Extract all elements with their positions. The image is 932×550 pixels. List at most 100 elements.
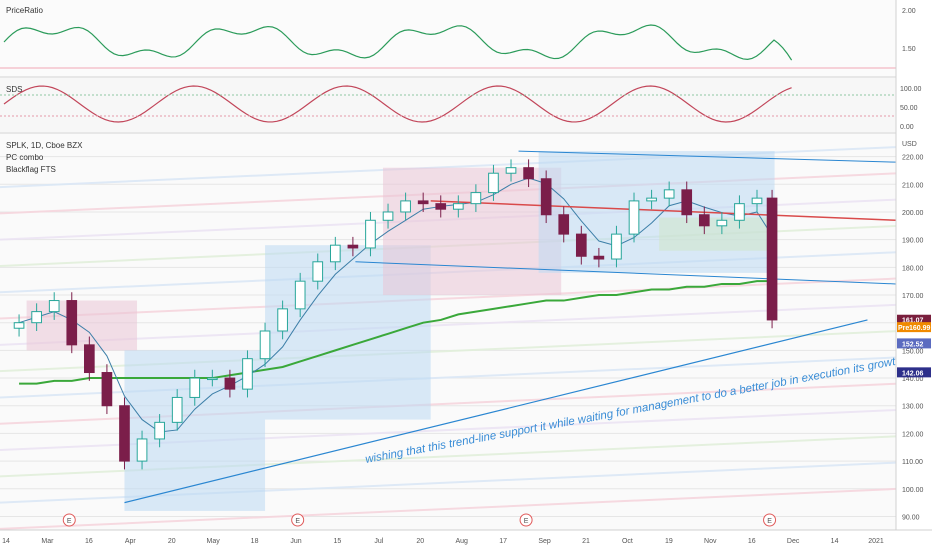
channel-top-line bbox=[518, 150, 897, 163]
price-tag bbox=[897, 314, 931, 325]
price-tick-label: 90.00 bbox=[902, 514, 920, 521]
sds-title: SDS bbox=[6, 85, 22, 94]
price-tick-label: 180.00 bbox=[902, 265, 924, 272]
candle-body bbox=[558, 214, 570, 235]
ma-long-line bbox=[19, 280, 773, 385]
candle-body bbox=[119, 405, 130, 462]
time-axis[interactable]: 14 Mar 16 Apr 20 May 18 Jun 15 Jul 20 Aug 17 Sep 21 Oct… bbox=[2, 538, 884, 545]
candle-body bbox=[505, 167, 517, 174]
candle-body bbox=[329, 244, 341, 263]
price-tick-label: 130.00 bbox=[902, 404, 924, 411]
price-ratio-pane: PriceRatio bbox=[0, 0, 896, 76]
channel-line bbox=[0, 303, 897, 346]
candle-body bbox=[766, 197, 778, 321]
time-tick-label: 16 bbox=[748, 538, 756, 545]
candle-body bbox=[417, 200, 429, 205]
time-tick-label: Oct bbox=[622, 538, 633, 545]
price-tick-label: 100.00 bbox=[902, 487, 924, 494]
time-tick-label: 14 bbox=[831, 538, 839, 545]
candle-body bbox=[13, 322, 25, 329]
channel-bottom-line bbox=[355, 261, 897, 285]
earnings-marker bbox=[519, 513, 533, 527]
price-tick-label: USD bbox=[902, 141, 917, 148]
candle-body bbox=[575, 233, 587, 257]
sds-tick-label: 100.00 bbox=[900, 86, 922, 93]
price-ratio-title: PriceRatio bbox=[6, 6, 43, 15]
candle-body bbox=[66, 300, 78, 346]
indicator-clouds bbox=[26, 151, 775, 511]
candle-body bbox=[312, 261, 324, 282]
candle-body bbox=[593, 255, 605, 260]
symbol-line: SPLK, 1D, Cboe BZX bbox=[6, 141, 83, 150]
candle-body bbox=[171, 396, 183, 423]
candle-body bbox=[277, 308, 288, 332]
candle-body bbox=[663, 189, 675, 199]
sds-series bbox=[0, 85, 896, 123]
sds-pane: SDS bbox=[0, 78, 896, 132]
candle-body bbox=[154, 421, 165, 440]
sds-tick-label: 0.00 bbox=[900, 124, 914, 131]
price-tick-label: 120.00 bbox=[902, 431, 924, 438]
candle-body bbox=[716, 219, 728, 227]
indicator-pc-combo: PC combo bbox=[6, 153, 44, 162]
time-tick-label: Jul bbox=[374, 538, 383, 545]
price-ratio-series bbox=[0, 24, 896, 69]
candle-body bbox=[611, 233, 622, 260]
earnings-marker bbox=[763, 513, 777, 527]
candle-body bbox=[31, 311, 42, 324]
price-tick-label: 200.00 bbox=[902, 210, 924, 217]
time-tick-label: Jun bbox=[290, 538, 301, 545]
price-tag-label: 161.07 bbox=[902, 318, 924, 325]
price-tick-label: 110.00 bbox=[902, 459, 923, 466]
candle-body bbox=[470, 192, 482, 205]
price-tag-label: 142.06 bbox=[902, 370, 924, 377]
time-tick-label: 16 bbox=[85, 538, 93, 545]
channel-line bbox=[0, 487, 897, 530]
ratio-tick-label: 2.00 bbox=[902, 8, 916, 15]
earnings-marker bbox=[291, 513, 305, 527]
price-tag-prefix: Pre bbox=[898, 325, 909, 332]
candle-body bbox=[540, 178, 552, 216]
time-tick-label: 15 bbox=[334, 538, 342, 545]
price-tag bbox=[897, 367, 931, 378]
earnings-marker-label: E bbox=[295, 518, 300, 525]
time-tick-label: 19 bbox=[665, 538, 673, 545]
cloud-region bbox=[26, 300, 138, 351]
candle-body bbox=[382, 211, 394, 221]
candle-body bbox=[84, 344, 95, 374]
price-axis[interactable]: 2.00 1.50 100.00 50.00 0.00 USD 220.00 210.00 20… bbox=[900, 8, 924, 521]
candle-body bbox=[294, 280, 306, 310]
candle-body bbox=[698, 214, 710, 227]
price-tag bbox=[897, 322, 931, 333]
red-level-line bbox=[430, 200, 897, 222]
candle-body bbox=[488, 172, 499, 194]
indicator-blackflag-fts: Blackflag FTS bbox=[6, 165, 56, 174]
time-tick-label: Dec bbox=[787, 538, 800, 545]
earnings-marker bbox=[62, 513, 76, 527]
candle-body bbox=[207, 377, 218, 381]
price-tick-label: 140.00 bbox=[902, 376, 924, 383]
candle-body bbox=[751, 197, 763, 205]
channel-line bbox=[0, 277, 897, 320]
price-tick-label: 150.00 bbox=[902, 348, 924, 355]
time-tick-label: 18 bbox=[251, 538, 259, 545]
legend: SPLK, 1D, Cboe BZX PC combo Blackflag FT… bbox=[6, 141, 83, 174]
candle-body bbox=[242, 358, 253, 390]
price-tick-label: 190.00 bbox=[902, 238, 924, 245]
candle-body bbox=[400, 200, 411, 213]
time-tick-label: May bbox=[207, 538, 221, 545]
time-tick-label: Mar bbox=[41, 538, 54, 545]
earnings-marker-label: E bbox=[767, 518, 772, 525]
candle-body bbox=[681, 189, 693, 216]
time-tick-label: 20 bbox=[168, 538, 176, 545]
price-ratio-line bbox=[3, 24, 793, 61]
price-tick-label: 210.00 bbox=[902, 182, 924, 189]
ma-short-line bbox=[18, 177, 773, 433]
sds-tick-label: 50.00 bbox=[900, 105, 918, 112]
time-tick-label: 14 bbox=[2, 538, 10, 545]
candle-body bbox=[259, 330, 271, 360]
earnings-marker-label: E bbox=[67, 518, 72, 525]
